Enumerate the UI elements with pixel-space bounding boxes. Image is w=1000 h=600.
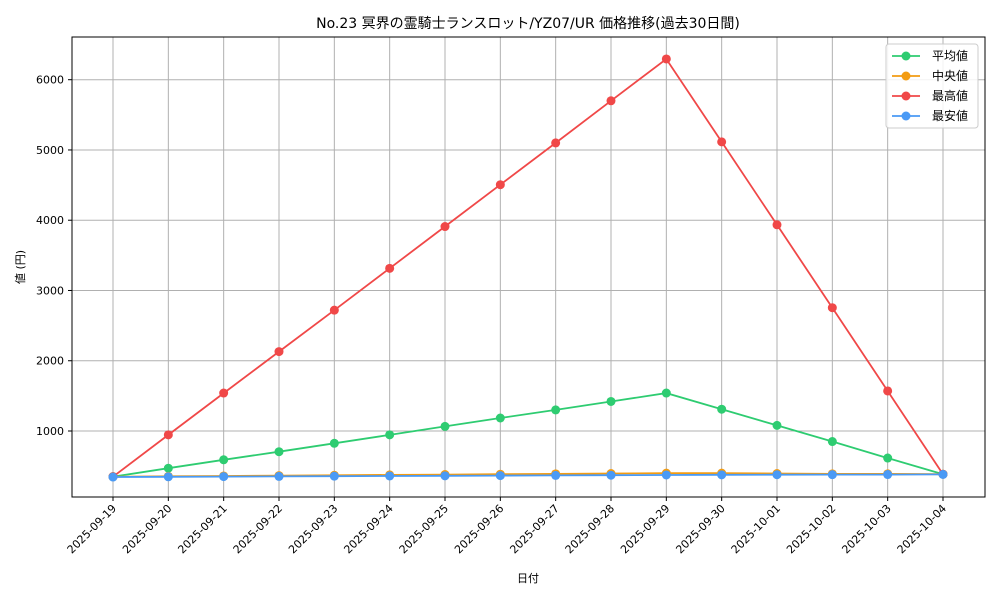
y-tick-label: 2000 xyxy=(36,355,64,368)
x-tick-label: 2025-09-20 xyxy=(120,502,174,556)
data-point xyxy=(440,471,450,481)
x-tick-label: 2025-09-25 xyxy=(397,502,451,556)
legend-marker-icon xyxy=(901,51,911,61)
data-point xyxy=(717,404,727,414)
data-point xyxy=(772,470,782,480)
data-point xyxy=(219,455,229,465)
grid-lines xyxy=(72,37,985,497)
series-最高値 xyxy=(108,54,948,482)
data-point xyxy=(495,413,505,423)
x-axis-ticks: 2025-09-19 2025-09-20 2025-09-21 2025-09-22… xyxy=(65,497,949,556)
data-point xyxy=(606,96,616,106)
data-point xyxy=(883,470,893,480)
x-tick-label: 2025-09-27 xyxy=(507,502,561,556)
data-point xyxy=(440,222,450,232)
y-axis-ticks: 1000 2000 3000 4000 5000 6000 xyxy=(36,74,72,438)
legend-label: 最高値 xyxy=(932,88,968,103)
x-tick-label: 2025-09-22 xyxy=(231,502,285,556)
data-point xyxy=(606,396,616,406)
x-tick-label: 2025-10-02 xyxy=(784,502,838,556)
data-point xyxy=(551,405,561,415)
legend-label: 中央値 xyxy=(932,68,968,83)
data-point xyxy=(827,437,837,447)
x-tick-label: 2025-10-01 xyxy=(729,502,783,556)
series-line xyxy=(112,57,944,478)
data-point xyxy=(274,347,284,357)
data-point xyxy=(551,138,561,148)
axes-frame xyxy=(71,36,986,498)
y-tick-label: 3000 xyxy=(36,284,64,297)
x-tick-label: 2025-10-03 xyxy=(839,502,893,556)
x-axis-label: 日付 xyxy=(517,572,539,585)
data-point xyxy=(219,472,229,482)
series-平均値 xyxy=(108,388,948,482)
x-tick-label: 2025-09-30 xyxy=(673,502,727,556)
data-point xyxy=(274,447,284,457)
series-最安値 xyxy=(108,469,948,482)
x-tick-label: 2025-09-29 xyxy=(618,502,672,556)
data-point xyxy=(883,453,893,463)
data-point xyxy=(772,420,782,430)
legend-label: 最安値 xyxy=(932,108,968,123)
data-point xyxy=(163,472,173,482)
y-tick-label: 4000 xyxy=(36,214,64,227)
data-point xyxy=(717,137,727,147)
data-point xyxy=(163,430,173,440)
data-point xyxy=(717,470,727,480)
data-point xyxy=(385,430,395,440)
x-tick-label: 2025-09-19 xyxy=(65,502,119,556)
data-point xyxy=(827,303,837,313)
y-tick-label: 5000 xyxy=(36,144,64,157)
data-point xyxy=(385,471,395,481)
data-point xyxy=(661,388,671,398)
x-tick-label: 2025-09-26 xyxy=(452,502,506,556)
y-axis-label: 値 (円) xyxy=(14,250,27,284)
data-point xyxy=(219,388,229,398)
data-point xyxy=(495,471,505,481)
data-point xyxy=(661,54,671,64)
data-point xyxy=(938,469,948,479)
legend-marker-icon xyxy=(901,91,911,101)
data-point xyxy=(772,220,782,230)
data-point xyxy=(385,263,395,273)
x-tick-label: 2025-09-28 xyxy=(563,502,617,556)
data-point xyxy=(329,471,339,481)
data-point xyxy=(274,471,284,481)
x-tick-label: 2025-09-24 xyxy=(341,502,395,556)
legend-box xyxy=(885,43,979,129)
series-line xyxy=(112,392,944,478)
data-point xyxy=(883,386,893,396)
data-point xyxy=(329,438,339,448)
data-point xyxy=(827,470,837,480)
x-tick-label: 2025-09-23 xyxy=(286,502,340,556)
series-layer xyxy=(108,54,948,482)
y-tick-label: 6000 xyxy=(36,74,64,87)
data-point xyxy=(440,421,450,431)
data-point xyxy=(108,472,118,482)
data-point xyxy=(551,470,561,480)
data-point xyxy=(495,180,505,190)
data-point xyxy=(329,305,339,315)
data-point xyxy=(606,470,616,480)
chart-title: No.23 冥界の霊騎士ランスロット/YZ07/UR 価格推移(過去30日間) xyxy=(316,16,740,32)
series-line xyxy=(112,473,944,478)
data-point xyxy=(661,470,671,480)
legend-marker-icon xyxy=(901,71,911,81)
x-tick-label: 2025-10-04 xyxy=(895,502,949,556)
data-point xyxy=(163,463,173,473)
legend-label: 平均値 xyxy=(932,48,968,63)
y-tick-label: 1000 xyxy=(36,425,64,438)
legend-marker-icon xyxy=(901,111,911,121)
x-tick-label: 2025-09-21 xyxy=(175,502,229,556)
